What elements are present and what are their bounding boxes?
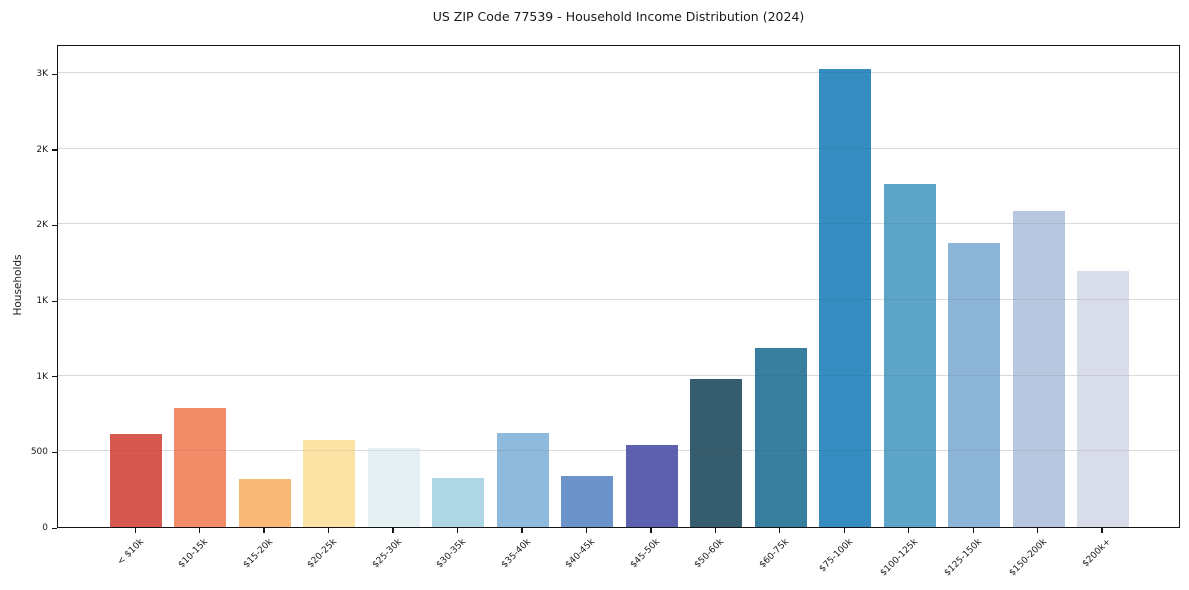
y-tick-mark <box>52 73 57 75</box>
bar-10-15k <box>174 407 227 527</box>
gridlines-under-layer <box>58 46 1179 527</box>
x-tick-mark <box>714 528 716 533</box>
x-tick-label: $75-100k <box>817 537 856 575</box>
y-tick-label: 3K <box>36 69 48 80</box>
x-tick-label: $30-35k <box>435 537 469 571</box>
x-tick-label: $25-30k <box>370 537 404 571</box>
x-tick-mark <box>585 528 588 533</box>
y-tick-label: 500 <box>30 447 48 458</box>
x-tick-label: $15-20k <box>241 537 276 571</box>
gridlines-over-layer <box>58 46 1179 527</box>
x-tick-label: $35-40k <box>499 537 533 571</box>
y-axis-label: Households <box>12 254 24 316</box>
gridline-overlay <box>58 223 1179 225</box>
gridline-overlay <box>58 72 1179 74</box>
x-tick-label: $10-15k <box>177 537 211 571</box>
x-tick-label: $20-25k <box>306 537 340 571</box>
bar-125-150k <box>948 243 1001 527</box>
y-tick-label: 1K <box>36 371 48 382</box>
x-tick-mark <box>1037 528 1039 533</box>
y-tick-mark <box>52 224 57 227</box>
y-tick-label: 2K <box>36 144 48 155</box>
gridline-overlay <box>58 450 1179 452</box>
bar-25-30k <box>367 447 420 527</box>
bar-35-40k <box>496 433 549 527</box>
x-tick-label: $50-60k <box>692 537 727 571</box>
x-tick-mark <box>1101 528 1103 533</box>
y-tick-label: 2K <box>36 220 48 231</box>
bar-20-25k <box>303 439 356 527</box>
bar-50-60k <box>690 379 743 527</box>
x-tick-mark <box>456 528 459 533</box>
x-tick-mark <box>908 528 910 533</box>
gridline <box>58 450 1179 452</box>
x-tick-mark <box>843 528 845 533</box>
bar-45-50k <box>625 445 678 527</box>
x-tick-mark <box>392 528 394 533</box>
x-tick-label: $40-45k <box>564 537 598 571</box>
y-tick-mark <box>52 376 57 378</box>
x-tick-label: $100-125k <box>878 537 920 579</box>
x-tick-label: < $10k <box>115 537 147 568</box>
gridline <box>58 72 1179 74</box>
y-tick-label: 1K <box>36 296 48 307</box>
x-tick-mark <box>263 528 265 533</box>
bar-40-45k <box>561 475 614 527</box>
y-tick-mark <box>52 527 57 529</box>
bar-10k <box>110 433 163 527</box>
x-tick-mark <box>521 528 523 533</box>
x-tick-label: $125-150k <box>942 537 985 579</box>
gridline <box>58 223 1179 225</box>
gridline <box>58 299 1179 301</box>
x-tick-mark <box>779 528 781 533</box>
bar-30-35k <box>432 477 485 527</box>
bar-60-75k <box>754 347 807 527</box>
x-tick-mark <box>134 528 136 533</box>
bar-100-125k <box>883 184 936 527</box>
plot-area <box>57 45 1180 528</box>
x-tick-label: $60-75k <box>757 537 791 571</box>
y-tick-mark <box>52 149 57 151</box>
bar-15-20k <box>238 479 291 527</box>
y-tick-mark <box>52 300 57 302</box>
gridline <box>58 147 1179 149</box>
x-tick-label: $45-50k <box>628 537 662 571</box>
x-tick-label: $200k+ <box>1080 537 1114 570</box>
gridline-overlay <box>58 147 1179 149</box>
gridline-overlay <box>58 299 1179 301</box>
x-tick-mark <box>650 528 652 533</box>
gridline-overlay <box>58 374 1179 376</box>
x-tick-mark <box>327 528 330 533</box>
chart-title: US ZIP Code 77539 - Household Income Dis… <box>432 9 805 24</box>
gridline <box>58 374 1179 376</box>
x-tick-mark <box>972 528 974 533</box>
y-tick-mark <box>52 451 57 454</box>
x-tick-mark <box>198 528 201 533</box>
bar-200k <box>1076 271 1129 527</box>
bars-layer <box>58 46 1179 527</box>
y-tick-label: 0 <box>42 523 48 533</box>
bar-75-100k <box>819 68 872 527</box>
x-tick-label: $150-200k <box>1007 537 1049 579</box>
bar-150-200k <box>1012 210 1065 527</box>
